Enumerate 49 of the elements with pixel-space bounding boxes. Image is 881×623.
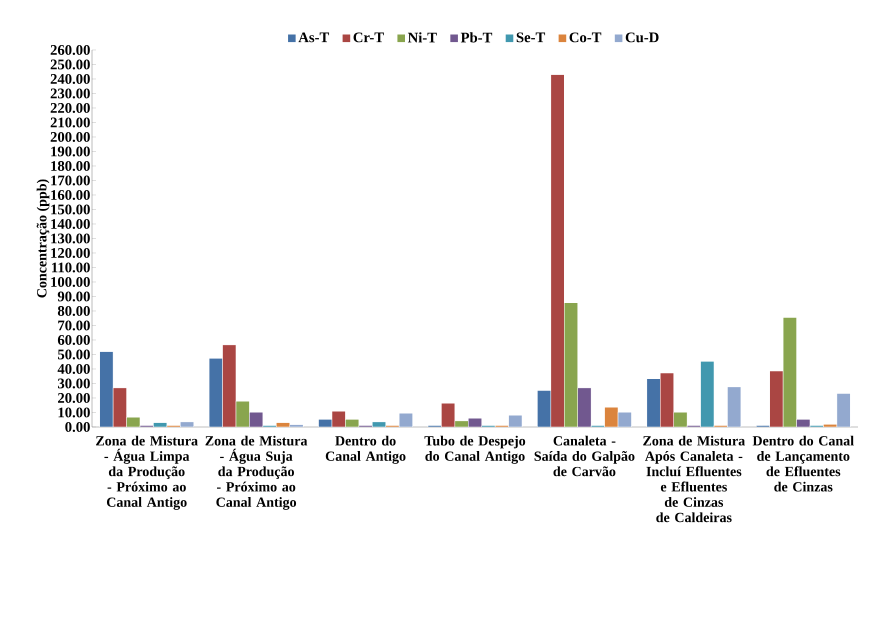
x-tick-label: Zona de Mistura - Água Limpa da Produção - Próximo ao Canal Antigo [96,436,198,510]
x-tick-label: Canaleta - Saída do Galpão de Carvão [534,436,634,476]
y-tick-label: 140.00 [51,219,90,229]
y-tick-label: 170.00 [51,176,90,186]
legend-label: As-T [298,32,330,42]
legend-label: Cr-T [354,32,384,42]
x-tick-label: Tubo de Despejo do Canal Antigo [424,436,526,464]
x-tick-label: Zona de Mistura - Água Suja da Produção - Próximo ao Canal Antigo [205,436,308,510]
y-tick-label: 130.00 [51,234,90,244]
y-axis-title: Concentração (ppb) [36,179,50,298]
bar [236,400,250,427]
y-tick-label: 40.00 [58,364,90,374]
legend-label: Pb-T [460,32,492,43]
y-tick-label: 220.00 [50,103,90,113]
y-tick-label: 190.00 [51,146,90,156]
y-tick-label: 230.00 [50,88,90,98]
x-tick-label: Zona de Mistura Após Canaleta - Incluí Efluentes e Efluentes de Cinzas de Caldeiras [643,436,745,522]
y-tick-label: 150.00 [51,204,90,214]
bar [673,412,688,427]
y-tick-label: 60.00 [58,335,90,345]
y-tick-label: 210.00 [50,118,90,128]
legend-label: Se-T [516,32,546,42]
y-tick-label: 0.00 [65,422,90,432]
bar [564,302,578,427]
y-tick-label: 110.00 [52,262,90,272]
x-tick-label: Dentro do Canal de Lançamento de Efluentes de Cinzas [752,436,854,492]
y-tick-label: 200.00 [50,132,90,142]
bar [399,413,413,427]
y-tick-label: 80.00 [58,306,90,316]
legend-label: Co-T [570,32,602,42]
legend-label: Ni-T [408,32,437,42]
y-tick-label: 180.00 [51,161,90,171]
y-tick-label: 120.00 [51,248,90,258]
bar [727,386,742,427]
y-tick-label: 260.00 [50,45,90,55]
y-tick-label: 10.00 [58,408,90,418]
y-tick-label: 100.00 [51,277,90,287]
y-tick-label: 250.00 [50,60,90,70]
legend-label: Cu-D [626,32,659,42]
y-tick-label: 160.00 [51,190,90,200]
x-tick-label: Dentro do Canal Antigo [326,436,406,464]
bar [836,393,851,427]
y-tick-label: 90.00 [58,292,90,302]
y-tick-label: 70.00 [58,320,90,330]
y-tick-label: 240.00 [50,74,90,84]
y-tick-label: 50.00 [58,350,90,360]
y-tick-label: 20.00 [58,393,90,403]
bar [782,317,797,427]
y-tick-label: 30.00 [58,378,90,388]
